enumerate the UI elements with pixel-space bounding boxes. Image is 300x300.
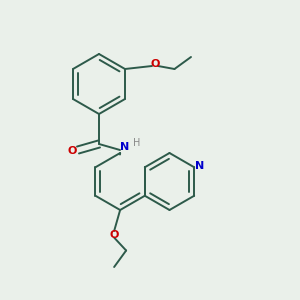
Text: O: O — [67, 146, 77, 157]
Text: N: N — [120, 142, 129, 152]
Text: O: O — [110, 230, 119, 240]
Text: O: O — [150, 58, 160, 69]
Text: H: H — [133, 137, 140, 148]
Text: N: N — [195, 161, 204, 171]
